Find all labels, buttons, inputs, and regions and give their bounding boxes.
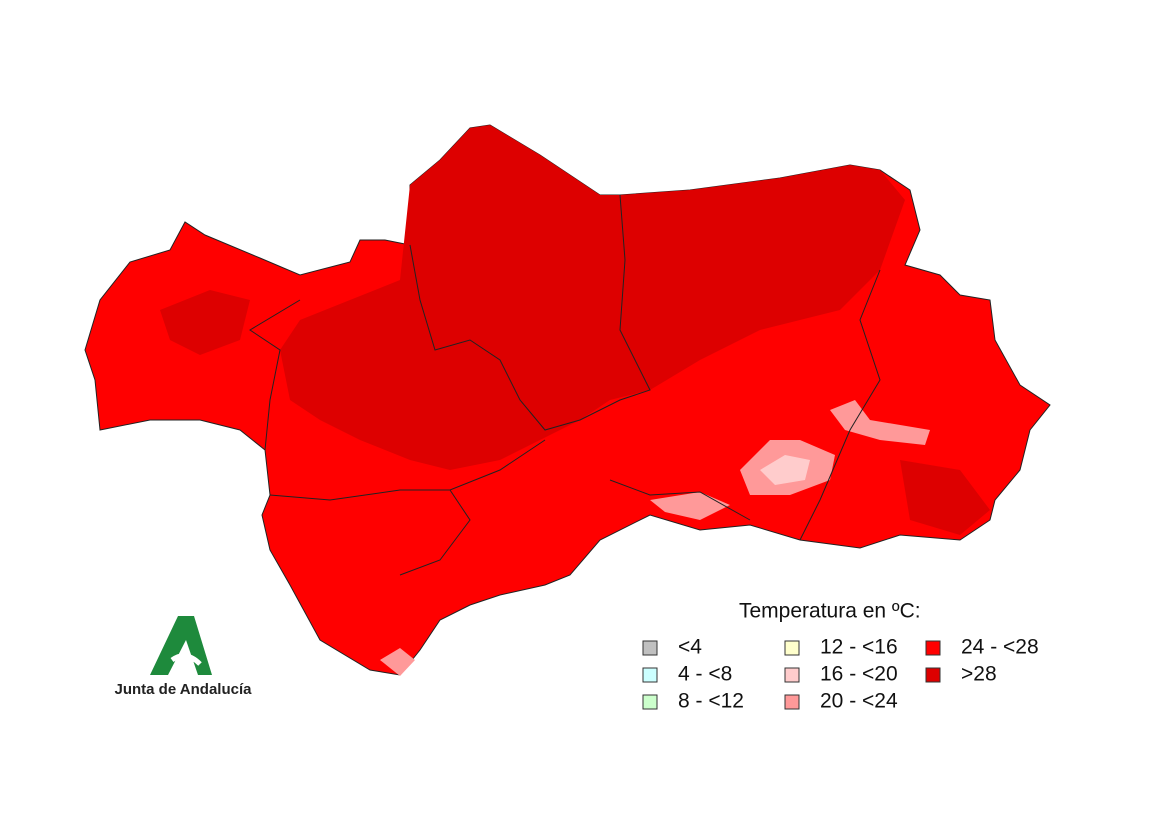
logo-text: Junta de Andalucía (115, 681, 253, 698)
logo: Junta de Andalucía (115, 616, 253, 698)
logo-mark (170, 653, 202, 666)
legend-swatch (784, 640, 800, 656)
legend-swatch (925, 667, 941, 683)
province-border (409, 194, 651, 431)
logo-mark (150, 616, 212, 675)
province-border (609, 479, 751, 521)
cool-patch (380, 648, 415, 676)
legend-swatch (784, 694, 800, 710)
legend-title: Temperatura en ºC: (739, 600, 921, 623)
hot-zone (280, 125, 905, 470)
legend-label: 8 - <12 (678, 690, 744, 713)
legend: Temperatura en ºC: <4 4 - <8 8 - <12 12 - <… (642, 600, 1039, 713)
legend-label: 4 - <8 (678, 663, 732, 686)
legend-label: <4 (678, 636, 702, 659)
legend-label: 24 - <28 (961, 636, 1039, 659)
cool-patch (760, 455, 810, 485)
hot-zone (900, 460, 990, 535)
legend-swatch (642, 667, 658, 683)
cool-patch (830, 400, 930, 445)
legend-label: 20 - <24 (820, 690, 898, 713)
andalusia-map (84, 124, 1051, 676)
cool-patch (650, 492, 730, 520)
legend-label: >28 (961, 663, 997, 686)
hot-zone (160, 290, 250, 355)
legend-swatch (925, 640, 941, 656)
legend-label: 12 - <16 (820, 636, 898, 659)
legend-label: 16 - <20 (820, 663, 898, 686)
province-border (269, 439, 546, 501)
province-border (799, 269, 881, 541)
province-border (249, 299, 301, 451)
legend-swatch (642, 640, 658, 656)
province-border (399, 489, 471, 576)
legend-swatch (784, 667, 800, 683)
legend-swatch (642, 694, 658, 710)
